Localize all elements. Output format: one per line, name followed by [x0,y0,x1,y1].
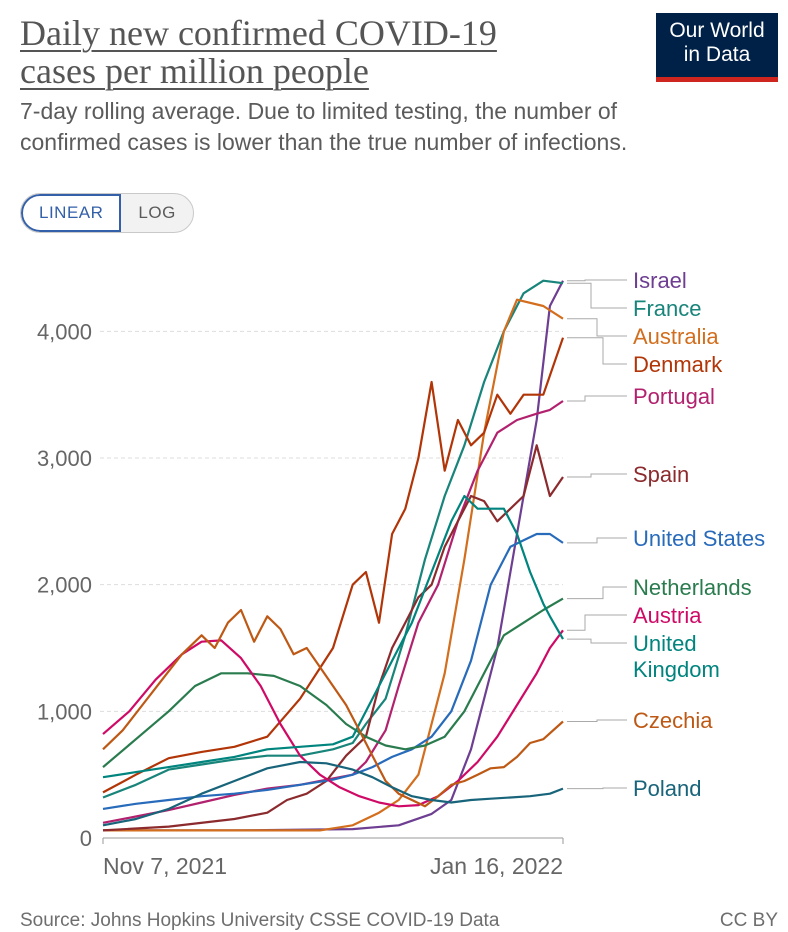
series-label-portugal: Portugal [633,384,715,409]
label-connector [567,614,627,631]
series-line-netherlands [102,597,564,768]
label-connector [567,638,627,644]
series-line-france [102,279,564,799]
series-label-australia: Australia [633,324,719,349]
series-line-portugal [102,400,564,824]
label-connector [567,395,627,402]
y-tick-label: 0 [80,826,92,851]
logo-line1: Our World [669,19,765,42]
label-connector [567,473,627,478]
log-scale-button[interactable]: LOG [138,203,176,222]
series-label-spain: Spain [633,462,689,487]
linear-scale-button[interactable]: LINEAR [21,194,122,232]
series-line-united-kingdom [102,494,564,779]
series-line-czechia [102,608,564,808]
series-label-czechia: Czechia [633,708,713,733]
label-connector [567,586,627,600]
logo-line2: in Data [683,43,751,66]
series-line-spain [102,444,564,832]
label-connector [567,318,627,337]
chart-title-line2: cases per million people [20,51,369,91]
series-line-australia [103,298,564,832]
y-tick-label: 2,000 [37,573,92,598]
y-tick-label: 1,000 [37,699,92,724]
chart-title-line1: Daily new confirmed COVID-19 [20,13,497,53]
source-note[interactable]: Source: Johns Hopkins University CSSE CO… [20,910,500,931]
series-line-austria [102,629,564,808]
license-link[interactable]: CC BY [719,910,778,931]
series-label-netherlands: Netherlands [633,575,752,600]
series-label-austria: Austria [633,603,702,628]
chart-subtitle-line1: 7-day rolling average. Due to limited te… [20,98,618,124]
x-tick-label-end: Jan 16, 2022 [430,853,563,879]
label-connector [567,719,627,722]
label-connector [567,337,627,365]
chart-subtitle-line2: confirmed cases is lower than the true n… [20,129,628,155]
line-chart: 0 1,000 2,000 3,000 4,000 Nov 7, 2021 Jan 16, … [37,268,765,879]
chart-title: Daily new confirmed COVID-19 cases per m… [20,14,580,90]
series-label-poland: Poland [633,776,702,801]
series-label-united-states: United States [633,526,765,551]
series-line-poland [102,760,564,827]
series-label-denmark: Denmark [633,352,723,377]
series-label-israel: Israel [633,268,687,293]
label-connector [567,537,627,544]
label-connector [567,282,627,309]
chart-subtitle: 7-day rolling average. Due to limited te… [20,96,720,158]
y-tick-label: 3,000 [37,446,92,471]
owid-logo[interactable]: Our World in Data [656,13,778,82]
series-line-israel [103,280,564,832]
scale-toggle: LINEAR LOG [20,193,194,233]
series-label-france: France [633,296,701,321]
series-label-united-kingdom: United [633,631,697,656]
label-connector [567,787,627,790]
y-tick-label: 4,000 [37,319,92,344]
series-line-denmark [102,337,565,794]
x-tick-label-start: Nov 7, 2021 [103,853,227,879]
series-label-united-kingdom-line2: Kingdom [633,657,720,682]
label-connector [567,279,627,282]
